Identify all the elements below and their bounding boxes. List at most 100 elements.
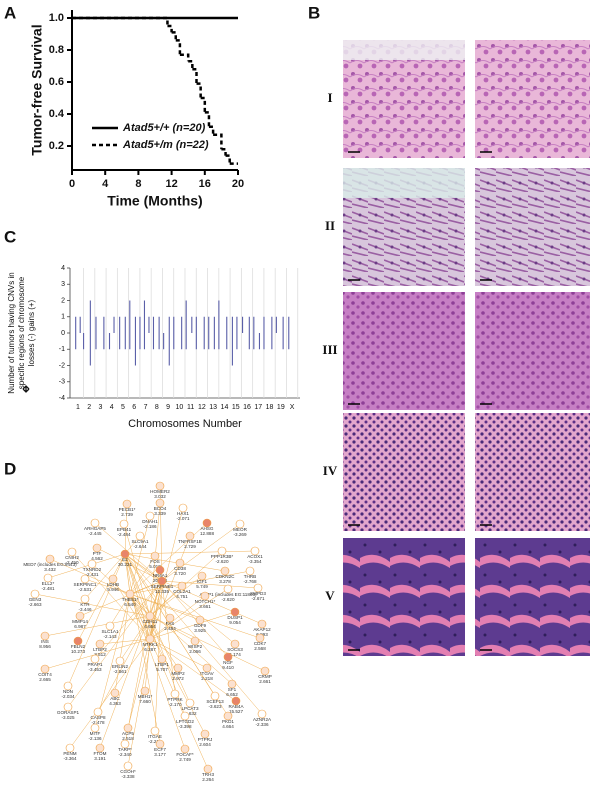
edge: [127, 580, 163, 767]
gene-value: 2.264: [202, 777, 214, 782]
x-tick-label: 16: [199, 178, 211, 190]
edge: [77, 553, 126, 642]
gene-value: -2.620: [221, 597, 234, 602]
gene-node: [123, 723, 133, 733]
gene-label: COL2A1: [173, 589, 191, 594]
gene-node: [245, 566, 255, 576]
edge: [49, 558, 131, 595]
panel-a: A 0.2 0.4 0.6 0.8 1.0 0 4 8 12 16 20 Time (Months) Tu…: [4, 3, 244, 208]
panel-label: B: [308, 3, 320, 22]
gene-label: MITF: [90, 731, 101, 736]
gene-node: [45, 554, 55, 564]
gene-label: CASP8: [90, 715, 106, 720]
panel-label: D: [4, 459, 16, 478]
gene-node: [250, 546, 260, 556]
gene-value: -3.338: [121, 774, 134, 779]
gene-node: [155, 565, 165, 575]
y-axis-label: losses (-) gains (+): [27, 299, 36, 366]
legend-label: Atad5+/+ (n=20): [122, 122, 206, 134]
gene-node: [200, 591, 210, 601]
cnv-bar: [218, 333, 220, 350]
cnv-bar: [231, 316, 233, 333]
histology-image: [343, 413, 465, 531]
gene-label: CD38: [174, 566, 186, 571]
gene-label: PECB1*: [119, 507, 136, 512]
edge: [124, 503, 128, 555]
edge: [123, 523, 151, 617]
gene-value: 6.287: [144, 647, 156, 652]
gene-node: [165, 613, 175, 623]
gene-label: SLC9A1: [131, 539, 149, 544]
gene-label: ACP5: [122, 731, 134, 736]
edge: [129, 580, 163, 595]
edge: [119, 615, 151, 662]
gene-value: 5.174: [229, 652, 241, 657]
cnv-bar: [95, 333, 97, 350]
panel-label: A: [4, 3, 16, 22]
gene-value: 5.749: [196, 584, 208, 589]
gene-node: [170, 689, 180, 699]
survival-step: [179, 53, 190, 62]
edge: [124, 553, 163, 660]
gene-node: [197, 571, 207, 581]
gene-value: 5.019: [149, 564, 161, 569]
edge: [47, 553, 126, 579]
gene-label: GORASP1: [57, 710, 80, 715]
cnv-bar: [208, 316, 210, 333]
gene-label: HOMER2: [150, 489, 170, 494]
gene-node: [73, 636, 83, 646]
gene-label: PENM: [63, 751, 76, 756]
gene-value: -2.034: [61, 694, 74, 699]
edge: [129, 570, 251, 595]
gene-node: [220, 566, 230, 576]
edge: [129, 593, 151, 640]
gene-label: CNIH2: [65, 555, 79, 560]
edge: [97, 615, 151, 713]
edge: [149, 638, 237, 702]
cnv-bar: [203, 316, 205, 333]
gene-node: [108, 574, 118, 584]
gene-node: [123, 761, 133, 771]
gene-label: WISP2: [188, 644, 203, 649]
gene-node: [210, 691, 220, 701]
gene-value: -2.136: [88, 736, 101, 741]
y-tick-label: 0: [61, 330, 65, 337]
cnv-bar: [213, 333, 215, 350]
gene-label: CGOH*: [120, 769, 136, 774]
edge: [124, 553, 226, 572]
y-tick-label: -2: [59, 362, 65, 369]
cnv-bar: [248, 333, 250, 350]
gene-value: -2.340: [118, 752, 131, 757]
cnv-bar: [134, 333, 136, 366]
gene-value: -2.170: [168, 702, 181, 707]
gene-label: THBS1*: [122, 597, 139, 602]
gene-label: FTOM: [94, 751, 107, 756]
gene-label: LPCAT3: [181, 706, 198, 711]
gene-label: TRH3: [202, 772, 214, 777]
gene-value: -2.484: [117, 532, 130, 537]
edge: [124, 553, 229, 717]
gain-loss-arrow: [22, 385, 30, 393]
gene-label: E2: [122, 557, 128, 562]
cnv-bar: [195, 333, 197, 350]
cnv-bar: [129, 333, 131, 350]
cnv-bar: [139, 316, 141, 333]
gene-node: [195, 615, 205, 625]
x-tick-label: 1: [76, 404, 80, 411]
gene-label: GEN3: [29, 597, 42, 602]
gene-label: SMPD3: [250, 591, 266, 596]
gene-node: [157, 576, 167, 586]
gene-label: MBH1*: [138, 694, 153, 699]
cnv-bar: [103, 316, 105, 333]
image-background: [343, 40, 465, 60]
gene-label: NGF: [223, 660, 233, 665]
y-axis-label: Tumor-free Survival: [29, 24, 45, 155]
gene-value: 2.518: [122, 736, 134, 741]
gene-label: SCEF13: [206, 699, 224, 704]
gene-node: [155, 739, 165, 749]
gene-value: 2.066: [189, 649, 201, 654]
gene-label: BCO4: [154, 506, 167, 511]
cnv-bar: [124, 316, 126, 333]
gene-label: SLC1A1: [101, 629, 119, 634]
